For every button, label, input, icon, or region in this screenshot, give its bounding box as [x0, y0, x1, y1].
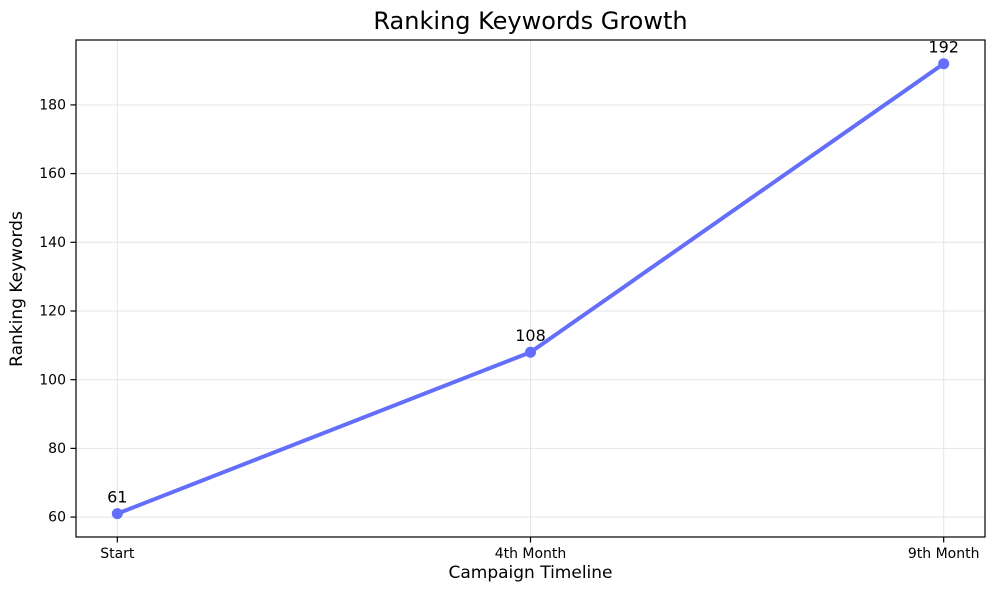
y-tick-label: 100	[39, 372, 66, 388]
data-point	[111, 508, 123, 520]
data-point	[525, 346, 536, 358]
y-axis-label: Ranking Keywords	[7, 211, 27, 367]
data-point-label: 108	[515, 326, 546, 345]
x-tick-label: 4th Month	[495, 546, 567, 562]
y-tick-label: 180	[39, 98, 66, 114]
data-point-label: 61	[107, 488, 127, 507]
x-tick-label: 9th Month	[908, 546, 980, 562]
data-point	[938, 58, 950, 70]
y-tick-label: 80	[48, 441, 66, 457]
data-point-label: 192	[928, 38, 959, 57]
y-tick-label: 60	[48, 510, 66, 526]
y-tick-label: 140	[39, 235, 66, 251]
chart-title: Ranking Keywords Growth	[373, 7, 688, 35]
y-tick-label: 160	[39, 166, 66, 182]
x-tick-label: Start	[100, 546, 135, 562]
y-tick-label: 120	[39, 304, 66, 320]
x-axis-label: Campaign Timeline	[448, 563, 613, 583]
